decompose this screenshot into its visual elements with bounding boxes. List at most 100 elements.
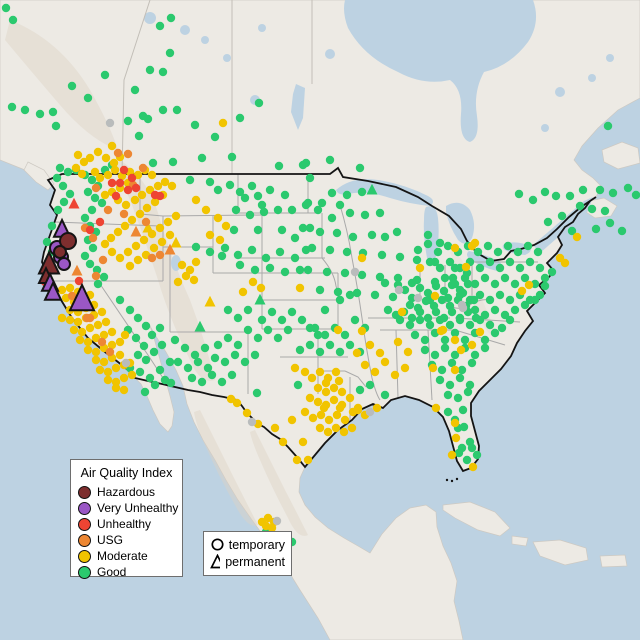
station-marker[interactable] <box>350 267 360 277</box>
station-marker[interactable] <box>380 278 390 288</box>
station-marker[interactable] <box>130 225 142 237</box>
station-marker[interactable] <box>133 255 143 265</box>
station-marker[interactable] <box>413 245 423 255</box>
station-marker[interactable] <box>140 387 150 397</box>
station-marker[interactable] <box>1 3 11 13</box>
station-marker[interactable] <box>320 305 330 315</box>
station-marker[interactable] <box>505 257 515 267</box>
station-marker[interactable] <box>35 109 45 119</box>
station-marker[interactable] <box>460 273 470 283</box>
station-marker[interactable] <box>69 325 79 335</box>
station-marker[interactable] <box>133 350 143 360</box>
station-marker[interactable] <box>83 337 93 347</box>
station-marker[interactable] <box>52 173 62 183</box>
station-marker[interactable] <box>465 295 475 305</box>
station-marker[interactable] <box>227 370 237 380</box>
station-marker[interactable] <box>394 285 404 295</box>
station-marker[interactable] <box>149 347 159 357</box>
station-marker[interactable] <box>407 278 417 288</box>
station-marker[interactable] <box>393 273 403 283</box>
station-marker[interactable] <box>229 225 239 235</box>
station-marker[interactable] <box>395 315 405 325</box>
station-marker[interactable] <box>261 253 271 263</box>
station-marker[interactable] <box>274 161 284 171</box>
station-marker[interactable] <box>437 295 447 305</box>
station-marker[interactable] <box>240 193 250 203</box>
station-marker[interactable] <box>355 385 365 395</box>
station-marker[interactable] <box>157 237 167 247</box>
station-marker[interactable] <box>505 315 515 325</box>
station-marker[interactable] <box>321 378 331 388</box>
station-marker[interactable] <box>321 387 331 397</box>
station-marker[interactable] <box>173 277 183 287</box>
station-marker[interactable] <box>123 247 133 257</box>
station-marker[interactable] <box>551 191 561 201</box>
station-marker[interactable] <box>431 281 441 291</box>
station-marker[interactable] <box>107 247 117 257</box>
station-marker[interactable] <box>220 243 230 253</box>
station-marker[interactable] <box>591 224 601 234</box>
station-marker[interactable] <box>435 315 445 325</box>
station-marker[interactable] <box>447 358 457 368</box>
station-marker[interactable] <box>390 370 400 380</box>
station-marker[interactable] <box>455 373 465 383</box>
station-marker[interactable] <box>455 290 465 300</box>
station-marker[interactable] <box>451 433 461 443</box>
station-marker[interactable] <box>187 373 197 383</box>
station-marker[interactable] <box>493 247 503 257</box>
station-marker[interactable] <box>57 257 71 271</box>
station-marker[interactable] <box>267 523 277 533</box>
station-marker[interactable] <box>103 170 113 180</box>
station-marker[interactable] <box>80 251 90 261</box>
station-marker[interactable] <box>327 188 337 198</box>
station-marker[interactable] <box>7 102 17 112</box>
station-marker[interactable] <box>190 350 200 360</box>
station-marker[interactable] <box>277 225 287 235</box>
station-marker[interactable] <box>123 116 133 126</box>
station-marker[interactable] <box>115 350 125 360</box>
station-marker[interactable] <box>193 357 203 367</box>
station-marker[interactable] <box>160 177 170 187</box>
station-marker[interactable] <box>335 403 345 413</box>
station-marker[interactable] <box>543 217 553 227</box>
station-marker[interactable] <box>185 175 195 185</box>
station-marker[interactable] <box>177 260 187 270</box>
station-marker[interactable] <box>297 315 307 325</box>
station-marker[interactable] <box>305 393 315 403</box>
station-marker[interactable] <box>510 305 520 315</box>
station-marker[interactable] <box>463 387 473 397</box>
station-marker[interactable] <box>170 335 180 345</box>
station-marker[interactable] <box>372 403 382 413</box>
station-marker[interactable] <box>253 191 263 201</box>
station-marker[interactable] <box>107 141 117 151</box>
station-marker[interactable] <box>157 340 167 350</box>
station-marker[interactable] <box>115 253 125 263</box>
station-marker[interactable] <box>515 263 525 273</box>
station-marker[interactable] <box>197 153 207 163</box>
station-marker[interactable] <box>95 173 105 183</box>
station-marker[interactable] <box>485 320 495 330</box>
station-marker[interactable] <box>365 380 375 390</box>
station-marker[interactable] <box>423 313 433 323</box>
station-marker[interactable] <box>98 255 108 265</box>
station-marker[interactable] <box>467 358 477 368</box>
station-marker[interactable] <box>450 350 460 360</box>
station-marker[interactable] <box>313 205 323 215</box>
station-marker[interactable] <box>445 380 455 390</box>
station-marker[interactable] <box>235 187 245 197</box>
station-marker[interactable] <box>365 340 375 350</box>
station-marker[interactable] <box>436 326 446 336</box>
station-marker[interactable] <box>100 239 110 249</box>
station-marker[interactable] <box>254 98 264 108</box>
station-marker[interactable] <box>395 252 405 262</box>
station-marker[interactable] <box>93 279 103 289</box>
station-marker[interactable] <box>617 226 627 236</box>
station-marker[interactable] <box>357 326 367 336</box>
station-marker[interactable] <box>75 335 85 345</box>
station-marker[interactable] <box>290 363 300 373</box>
station-marker[interactable] <box>231 205 241 215</box>
station-marker[interactable] <box>155 250 165 260</box>
station-marker[interactable] <box>247 245 257 255</box>
station-marker[interactable] <box>85 153 95 163</box>
station-marker[interactable] <box>565 191 575 201</box>
